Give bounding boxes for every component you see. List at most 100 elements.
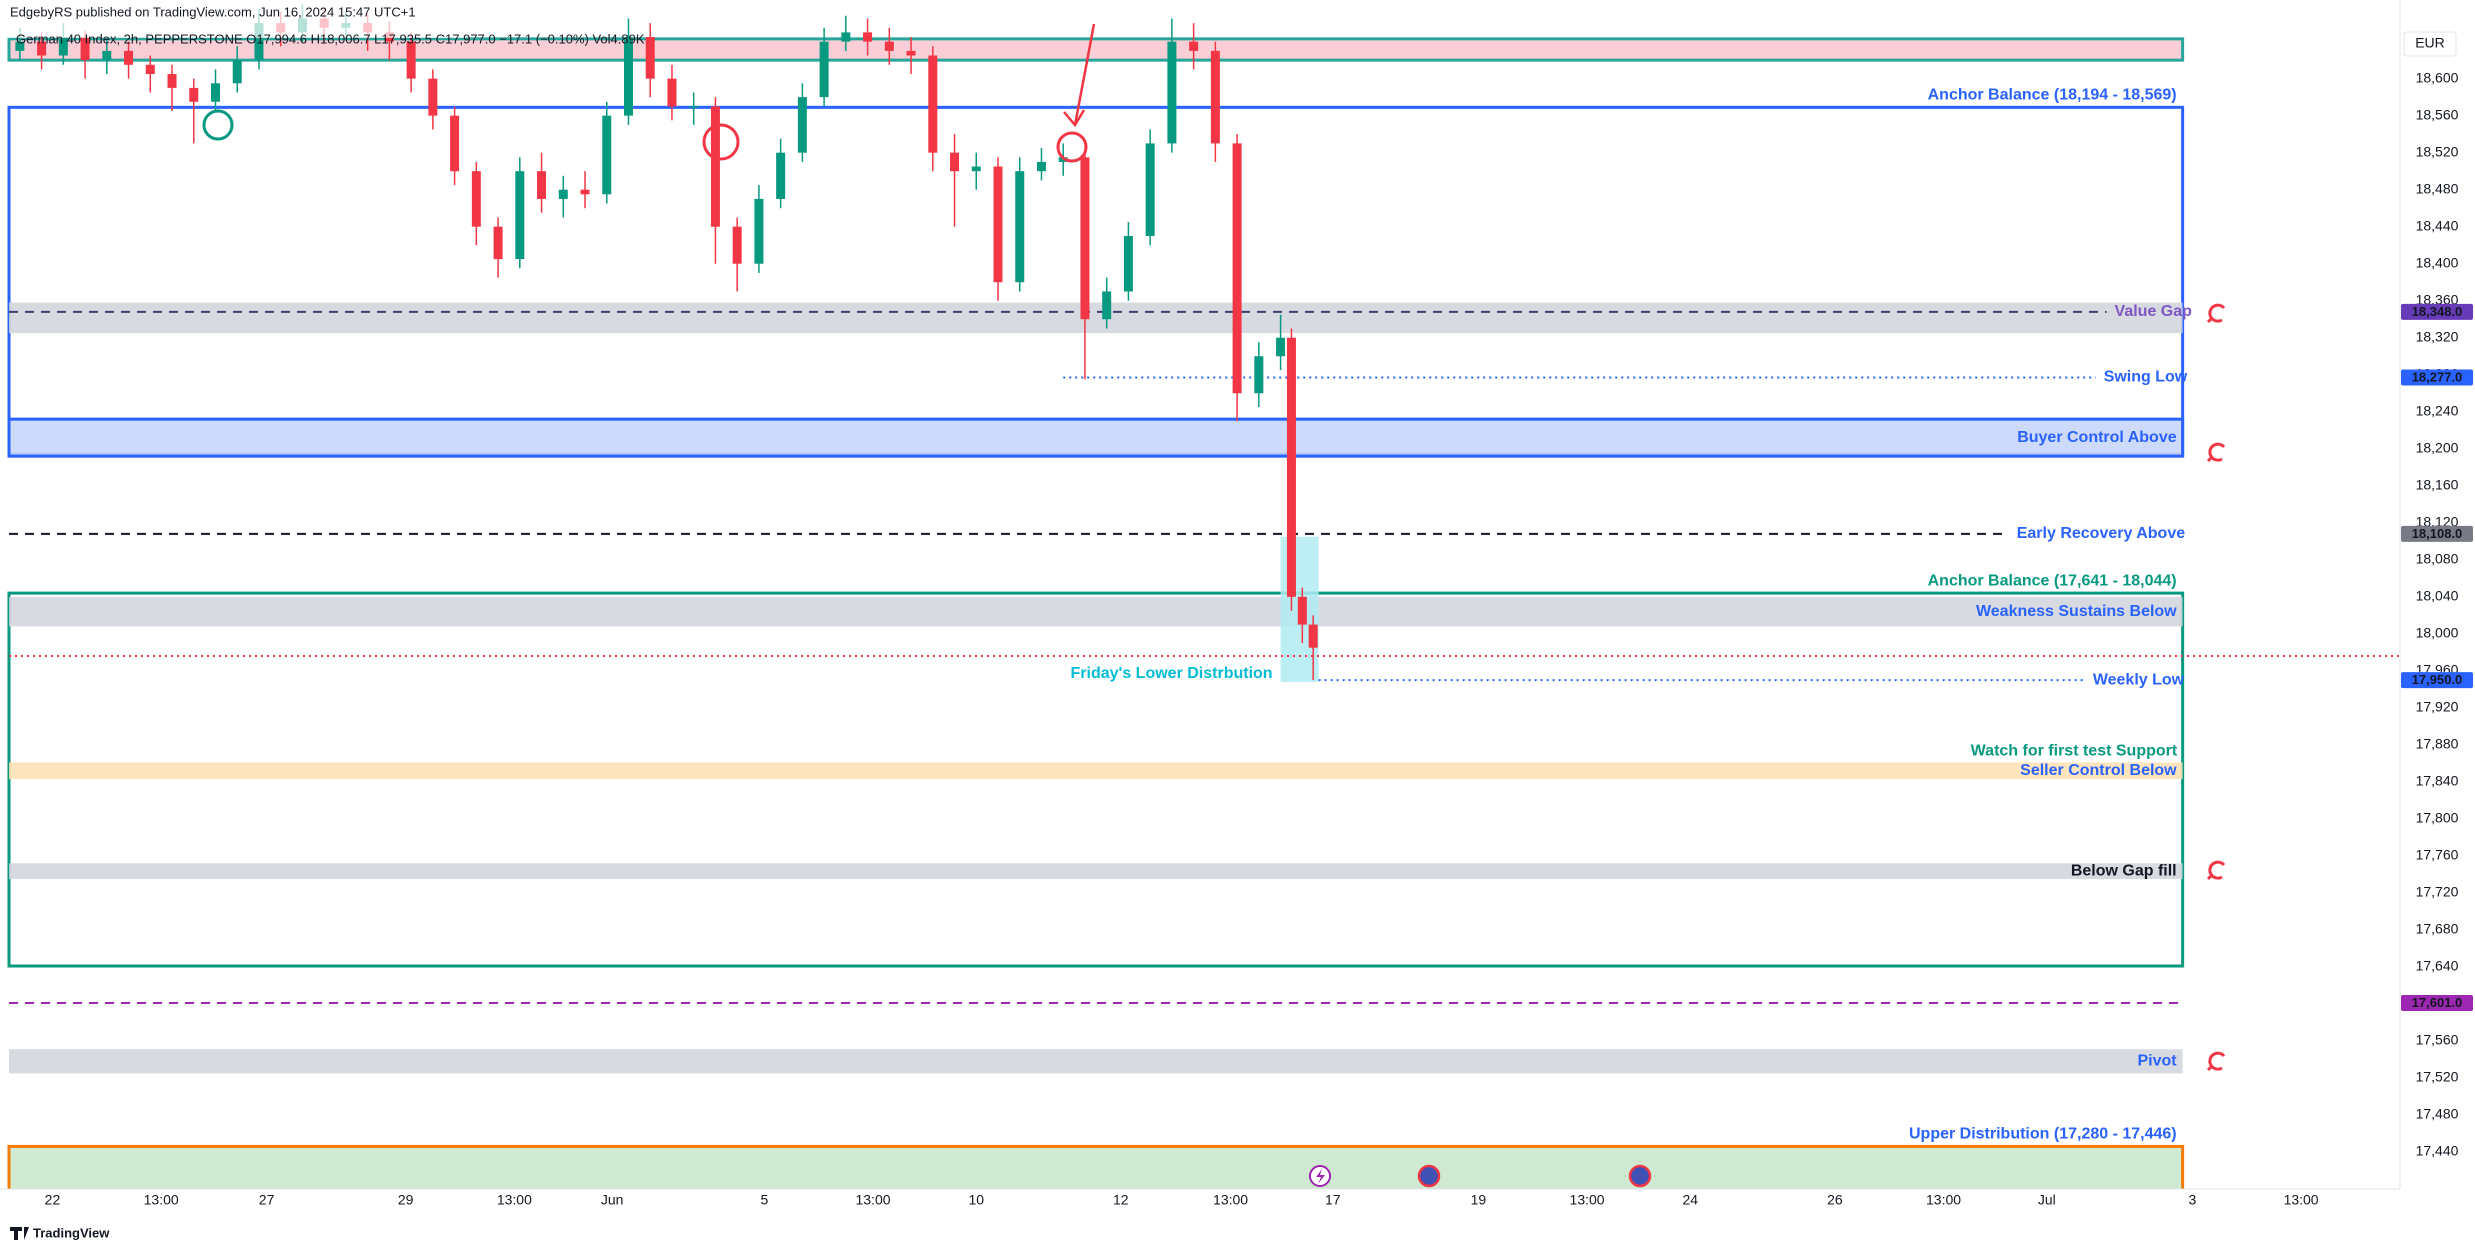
x-tick-label: 5	[760, 1192, 768, 1208]
y-tick-label: 17,480	[2416, 1106, 2459, 1122]
magnet-icon[interactable]	[2206, 303, 2226, 324]
x-tick-label: Jul	[2038, 1192, 2056, 1208]
zone	[7, 417, 2185, 458]
candle-body	[515, 171, 525, 260]
level-label: Weekly Low	[2093, 671, 2185, 688]
arrow	[1063, 23, 1096, 128]
candle-body	[1145, 143, 1155, 236]
zone-label: Anchor Balance (17,641 - 18,044)	[1928, 572, 2177, 589]
candle-body	[884, 41, 894, 51]
candle-body	[558, 189, 568, 199]
candle-body	[189, 87, 199, 102]
candle-body	[754, 198, 764, 264]
currency-box[interactable]	[2403, 31, 2457, 57]
candle-body	[580, 189, 590, 195]
zone-label: Upper Distribution (17,280 - 17,446)	[1909, 1126, 2177, 1143]
price-badge-label: 18,108.0	[2412, 526, 2463, 541]
magnet-icon[interactable]	[2206, 1051, 2226, 1072]
candle-body	[971, 166, 981, 172]
candle-body	[1102, 291, 1112, 320]
logo-text: TradingView	[33, 1225, 110, 1240]
price-badge-label: 17,601.0	[2412, 995, 2463, 1010]
level-label: Swing Low	[2104, 369, 2188, 386]
zone	[9, 596, 2183, 627]
x-tick-label: 13:00	[1926, 1192, 1961, 1208]
y-tick-label: 17,680	[2416, 921, 2459, 937]
header-author: EdgebyRS published on TradingView.com, J…	[10, 4, 416, 19]
candle-body	[689, 106, 699, 108]
y-tick-label: 17,760	[2416, 847, 2459, 863]
zone-label: Pivot	[2138, 1053, 2178, 1070]
y-tick-label: 17,520	[2416, 1069, 2459, 1085]
level-label: Early Recovery Above	[2017, 525, 2185, 542]
zone	[7, 1144, 2185, 1189]
candle-body	[1276, 337, 1286, 357]
zone	[7, 591, 2185, 968]
y-tick-label: 18,400	[2416, 254, 2459, 270]
candle-body	[37, 41, 47, 56]
circle-marker	[202, 109, 234, 141]
y-tick-label: 18,000	[2416, 625, 2459, 641]
x-tick-label: 13:00	[497, 1192, 532, 1208]
candle-body	[797, 97, 807, 153]
y-tick-label: 17,800	[2416, 810, 2459, 826]
candle-body	[1286, 337, 1296, 597]
candle-body	[1297, 596, 1307, 625]
x-tick-label: 19	[1471, 1192, 1487, 1208]
y-tick-label: 18,360	[2416, 291, 2459, 307]
candle-body	[1210, 50, 1220, 144]
zone	[9, 863, 2183, 880]
candle-body	[102, 50, 112, 61]
zone-label: Friday's Lower Distrbution	[1071, 665, 1273, 682]
zone-label: Below Gap fill	[2071, 862, 2177, 879]
candle-body	[841, 32, 851, 42]
x-tick-label: 13:00	[1570, 1192, 1605, 1208]
zone-label: Seller Control Below	[2020, 762, 2177, 779]
y-tick-label: 18,080	[2416, 551, 2459, 567]
price-badge-label: 18,348.0	[2412, 304, 2463, 319]
candle-body	[493, 226, 503, 260]
candle-body	[602, 115, 612, 195]
candle-body	[863, 32, 873, 42]
header-backdrop	[6, 2, 466, 38]
y-tick-label: 18,120	[2416, 513, 2459, 529]
price-badge	[2401, 369, 2473, 386]
candle-body	[1123, 235, 1133, 292]
x-tick-label: 22	[45, 1192, 61, 1208]
x-tick-label: 12	[1113, 1192, 1129, 1208]
event-icon[interactable]	[1417, 1164, 1441, 1188]
magnet-icon[interactable]	[2206, 442, 2226, 463]
candle-body	[950, 152, 960, 172]
candle-body	[993, 166, 1003, 283]
currency: EUR	[2415, 35, 2445, 51]
zone-label: Anchor Balance (18,194 - 18,569)	[1928, 87, 2177, 104]
candle-body	[124, 50, 134, 65]
x-tick-label: 13:00	[1213, 1192, 1248, 1208]
candle-body	[450, 115, 460, 172]
x-tick-label: 17	[1325, 1192, 1341, 1208]
y-tick-label: 18,160	[2416, 476, 2459, 492]
event-icon[interactable]	[1628, 1164, 1652, 1188]
candle-body	[537, 171, 547, 199]
price-badge	[2401, 995, 2473, 1012]
y-tick-label: 17,880	[2416, 736, 2459, 752]
event-icons	[1309, 1164, 1652, 1188]
y-tick-label: 17,640	[2416, 958, 2459, 974]
y-tick-label: 18,200	[2416, 439, 2459, 455]
y-tick-label: 18,440	[2416, 217, 2459, 233]
candle-body	[732, 226, 742, 264]
x-tick-label: 27	[259, 1192, 275, 1208]
circle-marker	[702, 123, 740, 161]
zone	[9, 762, 2183, 780]
y-tick-label: 17,720	[2416, 884, 2459, 900]
candle-body	[210, 83, 220, 102]
zone	[7, 37, 2185, 62]
magnet-icon[interactable]	[2206, 860, 2226, 881]
annotation: Watch for first test Support	[1971, 743, 2178, 760]
candle-body	[710, 106, 720, 227]
zone-label: Buyer Control Above	[2017, 429, 2177, 446]
y-tick-label: 18,600	[2416, 69, 2459, 85]
y-tick-label: 18,480	[2416, 180, 2459, 196]
candle-body	[1036, 161, 1046, 172]
